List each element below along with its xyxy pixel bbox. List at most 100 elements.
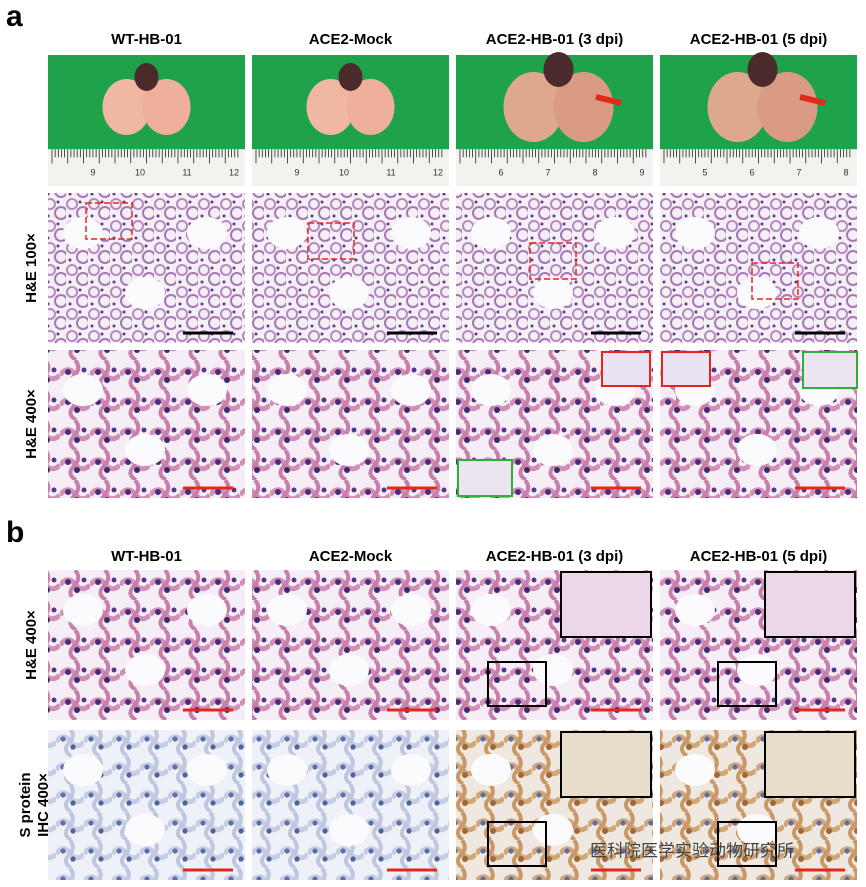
row-label-line: S protein <box>17 772 34 837</box>
airspace <box>533 654 573 686</box>
inset <box>601 351 651 387</box>
airspace <box>329 277 369 309</box>
micrograph <box>456 193 653 343</box>
airspace <box>187 594 227 626</box>
airspace <box>63 594 103 626</box>
heart <box>747 52 778 87</box>
zoom-box <box>717 661 777 707</box>
column-header: ACE2-HB-01 (5 dpi) <box>690 548 828 565</box>
ruler-number: 6 <box>749 168 754 178</box>
lung <box>707 72 768 142</box>
row-label: H&E 400× <box>23 389 40 459</box>
airspace <box>533 434 573 466</box>
row-label-line: H&E 100× <box>23 233 40 303</box>
row-label-line: H&E 400× <box>23 610 40 680</box>
airspace <box>391 374 431 406</box>
zoom-box <box>717 821 777 867</box>
red-arrow <box>799 94 826 106</box>
zoom-box <box>751 262 799 300</box>
ruler-number: 7 <box>545 168 550 178</box>
heart <box>134 63 159 91</box>
airspace <box>595 217 635 249</box>
inset <box>764 571 856 638</box>
row-label: H&E 100× <box>23 233 40 303</box>
column-header: ACE2-HB-01 (3 dpi) <box>486 31 624 48</box>
red-arrow <box>595 94 622 106</box>
micrograph <box>660 193 857 343</box>
lung <box>553 72 614 142</box>
airspace <box>187 374 227 406</box>
airspace <box>63 374 103 406</box>
airspace <box>187 754 227 786</box>
airspace <box>267 217 307 249</box>
micrograph <box>252 193 449 343</box>
airspace <box>675 754 715 786</box>
ruler-number: 12 <box>433 168 443 178</box>
column-header: WT-HB-01 <box>111 31 182 48</box>
airspace <box>125 277 165 309</box>
column-header: ACE2-HB-01 (3 dpi) <box>486 548 624 565</box>
airspace <box>391 217 431 249</box>
ruler-number: 10 <box>135 168 145 178</box>
inset <box>802 351 858 389</box>
row-label: H&E 400× <box>23 610 40 680</box>
zoom-box <box>529 242 577 280</box>
ruler-number: 9 <box>294 168 299 178</box>
micrograph <box>48 730 245 880</box>
airspace <box>329 814 369 846</box>
lung <box>102 79 151 135</box>
airspace <box>63 217 103 249</box>
panel-label: b <box>6 516 24 549</box>
airspace <box>267 374 307 406</box>
airspace <box>471 374 511 406</box>
row-label-line: H&E 400× <box>23 389 40 459</box>
ruler-number: 12 <box>229 168 239 178</box>
ruler-number: 10 <box>339 168 349 178</box>
micrograph <box>252 350 449 498</box>
ruler-number: 11 <box>386 168 395 178</box>
ruler-number: 8 <box>843 168 848 178</box>
airspace <box>471 594 511 626</box>
ruler-number: 7 <box>796 168 801 178</box>
lung <box>142 79 191 135</box>
micrograph <box>48 570 245 720</box>
panel-label: a <box>6 0 23 33</box>
heart <box>338 63 363 91</box>
airspace <box>675 217 715 249</box>
zoom-box <box>487 821 547 867</box>
airspace <box>675 594 715 626</box>
ruler-number: 6 <box>498 168 503 178</box>
airspace <box>267 754 307 786</box>
lung <box>306 79 355 135</box>
lung <box>757 72 818 142</box>
airspace <box>125 434 165 466</box>
airspace <box>737 277 777 309</box>
zoom-box <box>85 202 133 240</box>
micrograph <box>252 570 449 720</box>
inset <box>457 459 513 497</box>
lung <box>503 72 564 142</box>
lung <box>346 79 395 135</box>
airspace <box>737 434 777 466</box>
micrograph <box>252 730 449 880</box>
airspace <box>125 814 165 846</box>
airspace <box>267 594 307 626</box>
ruler-number: 9 <box>639 168 644 178</box>
airspace <box>471 754 511 786</box>
micrograph <box>48 350 245 498</box>
airspace <box>187 217 227 249</box>
airspace <box>329 654 369 686</box>
airspace <box>533 277 573 309</box>
micrograph <box>48 193 245 343</box>
column-header: WT-HB-01 <box>111 548 182 565</box>
ruler-number: 5 <box>702 168 707 178</box>
zoom-box <box>307 222 355 260</box>
airspace <box>799 217 839 249</box>
airspace <box>329 434 369 466</box>
airspace <box>125 654 165 686</box>
column-header: ACE2-HB-01 (5 dpi) <box>690 31 828 48</box>
airspace <box>737 654 777 686</box>
airspace <box>391 754 431 786</box>
column-header: ACE2-Mock <box>309 31 393 48</box>
ruler-number: 9 <box>90 168 95 178</box>
